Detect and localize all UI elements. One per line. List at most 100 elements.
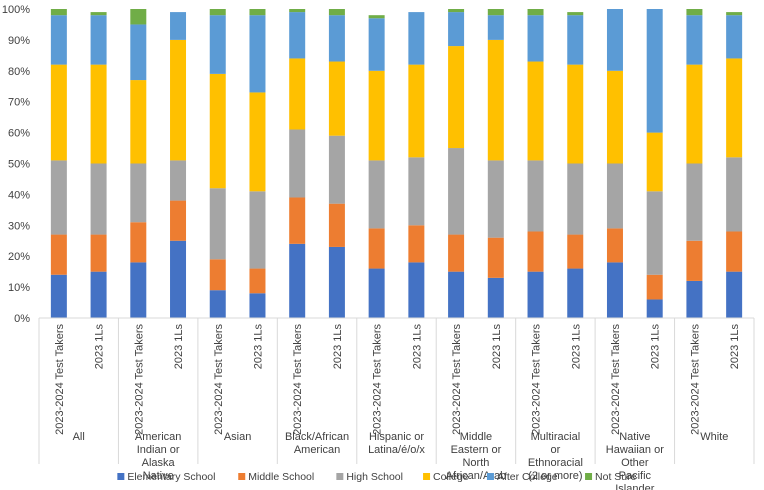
x-bar-label: 2023-2024 Test Takers bbox=[133, 324, 145, 435]
y-tick-label: 50% bbox=[8, 159, 30, 171]
bar-segment-not-sure bbox=[487, 9, 504, 16]
bar-segment-not-sure bbox=[726, 12, 743, 16]
x-bar-label: 2023 1Ls bbox=[173, 324, 185, 370]
bar-segment-high-school bbox=[448, 148, 465, 235]
bar-segment-not-sure bbox=[209, 9, 226, 16]
bar-segment-college bbox=[90, 64, 107, 164]
x-bar-label: 2023 1Ls bbox=[411, 324, 423, 370]
legend-label: Middle School bbox=[248, 471, 314, 483]
bar-segment-high-school bbox=[567, 163, 584, 235]
legend: Elementary School Middle School High Schoo… bbox=[117, 471, 637, 483]
bar-segment-elementary-school bbox=[368, 268, 385, 318]
bar-segment-after-college bbox=[249, 15, 266, 93]
bar-segment-middle-school bbox=[527, 231, 544, 272]
bar-segment-college bbox=[368, 70, 385, 161]
bar-segment-middle-school bbox=[289, 197, 306, 244]
bar-segment-elementary-school bbox=[289, 243, 306, 318]
bar-segment-middle-school bbox=[487, 237, 504, 278]
x-bar-label: 2023-2024 Test Takers bbox=[610, 324, 622, 435]
bar-segment-elementary-school bbox=[567, 268, 584, 318]
bar-segment-after-college bbox=[567, 15, 584, 65]
x-bar-label: 2023 1Ls bbox=[94, 324, 106, 370]
bar-segment-middle-school bbox=[328, 203, 345, 247]
bar-segment-middle-school bbox=[567, 234, 584, 269]
x-group-label: Hispanic or Latina/é/o/x bbox=[368, 431, 425, 456]
legend-label: High School bbox=[346, 471, 403, 483]
bar-segment-college bbox=[646, 132, 663, 192]
bars bbox=[50, 9, 743, 318]
x-group-label: All bbox=[73, 431, 85, 443]
bar-segment-high-school bbox=[368, 160, 385, 229]
bar-segment-college bbox=[50, 64, 67, 161]
bar-segment-middle-school bbox=[368, 228, 385, 269]
bar-segment-not-sure bbox=[368, 15, 385, 19]
bar-segment-elementary-school bbox=[328, 246, 345, 318]
bar-segment-college bbox=[448, 46, 465, 149]
x-group-label: Multiracial or Ethnoracial (2 or more) bbox=[528, 431, 583, 482]
bar-segment-not-sure bbox=[448, 9, 465, 13]
bar-segment-after-college bbox=[686, 15, 703, 65]
bar-segment-college bbox=[209, 73, 226, 189]
bar-segment-elementary-school bbox=[209, 290, 226, 318]
y-tick-label: 10% bbox=[8, 282, 30, 294]
bar-segment-after-college bbox=[448, 12, 465, 47]
bar-segment-high-school bbox=[606, 163, 623, 229]
bar-segment-elementary-school bbox=[170, 240, 187, 318]
bar-segment-middle-school bbox=[726, 231, 743, 272]
bar-segment-college bbox=[567, 64, 584, 164]
bar-segment-elementary-school bbox=[448, 271, 465, 318]
bar-segment-after-college bbox=[50, 15, 67, 65]
bar-segment-high-school bbox=[170, 160, 187, 201]
bar-segment-college bbox=[408, 64, 425, 158]
bar-segment-elementary-school bbox=[646, 299, 663, 318]
x-bar-label: 2023-2024 Test Takers bbox=[689, 324, 701, 435]
bar-segment-middle-school bbox=[249, 268, 266, 294]
bar-segment-college bbox=[726, 58, 743, 158]
bar-segment-college bbox=[328, 61, 345, 136]
bar-segment-after-college bbox=[606, 9, 623, 71]
bar-segment-not-sure bbox=[527, 9, 544, 16]
bar-segment-middle-school bbox=[170, 200, 187, 241]
legend-swatch bbox=[336, 473, 344, 480]
y-tick-label: 60% bbox=[8, 128, 30, 140]
x-bar-label: 2023 1Ls bbox=[252, 324, 264, 370]
x-bar-label: 2023-2024 Test Takers bbox=[292, 324, 304, 435]
bar-segment-after-college bbox=[130, 24, 147, 81]
bar-segment-high-school bbox=[90, 163, 107, 235]
x-group-label: Black/African American bbox=[285, 431, 349, 456]
y-tick-label: 70% bbox=[8, 97, 30, 109]
bar-segment-elementary-school bbox=[686, 280, 703, 318]
bar-segment-middle-school bbox=[130, 222, 147, 263]
bar-segment-not-sure bbox=[289, 9, 306, 13]
legend-swatch bbox=[486, 473, 494, 480]
x-bar-label: 2023 1Ls bbox=[729, 324, 741, 370]
bar-segment-after-college bbox=[487, 15, 504, 40]
bar-segment-middle-school bbox=[90, 234, 107, 272]
bar-segment-high-school bbox=[249, 191, 266, 269]
bar-segment-not-sure bbox=[567, 12, 584, 16]
bar-segment-after-college bbox=[289, 12, 306, 59]
bar-segment-after-college bbox=[408, 12, 425, 65]
bar-segment-middle-school bbox=[646, 274, 663, 300]
bar-segment-not-sure bbox=[130, 9, 147, 25]
y-tick-label: 0% bbox=[14, 313, 30, 325]
x-group-label: Asian bbox=[224, 431, 252, 443]
bar-segment-after-college bbox=[726, 15, 743, 59]
legend-label: College bbox=[433, 471, 469, 483]
bar-segment-high-school bbox=[289, 129, 306, 198]
bar-segment-not-sure bbox=[328, 9, 345, 16]
bar-segment-high-school bbox=[726, 157, 743, 232]
legend-swatch bbox=[117, 473, 125, 480]
bar-segment-elementary-school bbox=[726, 271, 743, 318]
y-axis: 0% 10% 20% 30% 40% 50% 60% 70% 80% 90% 100% bbox=[2, 4, 30, 325]
bar-segment-middle-school bbox=[408, 225, 425, 263]
bar-segment-middle-school bbox=[686, 240, 703, 281]
bar-segment-high-school bbox=[50, 160, 67, 235]
bar-segment-elementary-school bbox=[408, 262, 425, 318]
x-bar-label: 2023-2024 Test Takers bbox=[531, 324, 543, 435]
x-group-label: American Indian or Alaska Native bbox=[135, 431, 181, 482]
bar-segment-elementary-school bbox=[90, 271, 107, 318]
bar-segment-elementary-school bbox=[527, 271, 544, 318]
bar-segment-middle-school bbox=[50, 234, 67, 275]
